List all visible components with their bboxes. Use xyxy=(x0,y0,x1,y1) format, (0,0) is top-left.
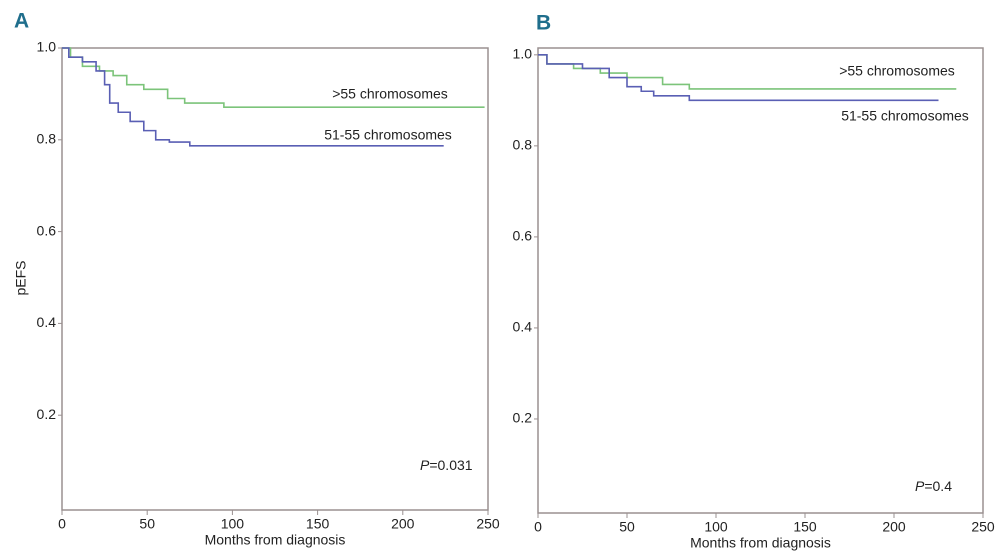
p-number: =0.031 xyxy=(429,457,472,473)
survival-curve xyxy=(538,54,939,102)
x-axis-label: Months from diagnosis xyxy=(205,532,346,548)
panel-label: B xyxy=(536,12,551,35)
y-tick-label: 0.8 xyxy=(513,137,533,153)
p-symbol: P xyxy=(420,457,430,473)
y-tick-label: 0.2 xyxy=(37,406,57,422)
y-tick-label: 0.6 xyxy=(37,222,57,238)
x-tick-label: 200 xyxy=(882,519,906,535)
y-tick-label: 0.2 xyxy=(513,410,533,426)
series-label: >55 chromosomes xyxy=(839,63,955,79)
x-tick-label: 100 xyxy=(221,516,245,532)
plot-frame xyxy=(61,47,489,511)
x-tick-label: 250 xyxy=(971,519,995,535)
y-tick-label: 0.6 xyxy=(513,228,533,244)
x-tick-label: 0 xyxy=(58,516,66,532)
survival-curve xyxy=(62,47,444,147)
series-label: 51-55 chromosomes xyxy=(324,127,452,143)
plot-frame xyxy=(537,47,984,514)
x-tick-label: 150 xyxy=(793,519,817,535)
panel-label: A xyxy=(14,10,29,33)
y-tick-label: 1.0 xyxy=(513,46,533,62)
x-axis-label: Months from diagnosis xyxy=(690,535,831,551)
x-tick-label: 0 xyxy=(534,519,542,535)
p-value: P=0.4 xyxy=(915,478,952,494)
x-tick-label: 50 xyxy=(139,516,155,532)
x-tick-label: 200 xyxy=(391,516,415,532)
p-value: P=0.031 xyxy=(420,457,473,473)
series-label: 51-55 chromosomes xyxy=(841,108,969,124)
series-label: >55 chromosomes xyxy=(332,86,448,102)
p-number: =0.4 xyxy=(924,478,952,494)
y-tick-label: 0.4 xyxy=(513,319,533,335)
y-tick-label: 0.4 xyxy=(37,314,57,330)
x-tick-label: 100 xyxy=(704,519,728,535)
y-axis-label: pEFS xyxy=(13,260,29,295)
p-symbol: P xyxy=(915,478,925,494)
y-tick-label: 1.0 xyxy=(37,39,57,55)
y-tick-label: 0.8 xyxy=(37,131,57,147)
x-tick-label: 150 xyxy=(306,516,330,532)
x-tick-label: 50 xyxy=(619,519,635,535)
x-tick-label: 250 xyxy=(476,516,500,532)
